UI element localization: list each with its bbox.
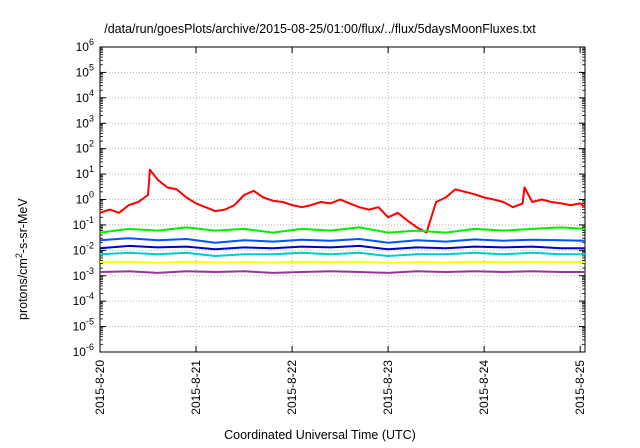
series-group xyxy=(99,168,586,274)
y-axis-label-exp: 2 xyxy=(14,253,24,259)
y-tick-label: 106 xyxy=(76,37,94,54)
y-tick-label: 101 xyxy=(76,164,94,181)
x-tick-label: 2015-8-25 xyxy=(573,360,587,415)
series-line xyxy=(99,226,586,234)
x-tick-label: 2015-8-20 xyxy=(93,360,107,415)
y-tick-label: 10-2 xyxy=(73,240,94,257)
y-axis-label: protons/cm2-s-sr-MeV xyxy=(14,198,30,320)
y-axis: 106 105 104 103 102 101 100 10-1 10-2 10-3 10-4 10-… xyxy=(73,37,585,359)
series-line xyxy=(99,251,585,257)
y-tick-label: 104 xyxy=(76,88,94,105)
y-tick-label: 100 xyxy=(76,190,94,207)
x-axis-label: Coordinated Universal Time (UTC) xyxy=(224,428,416,442)
x-tick-label: 2015-8-21 xyxy=(189,360,203,415)
x-tick-label: 2015-8-23 xyxy=(381,360,395,415)
x-tick-label: 2015-8-24 xyxy=(477,360,491,415)
y-tick-label: 103 xyxy=(76,113,94,130)
series-line xyxy=(99,237,586,244)
chart-title: /data/run/goesPlots/archive/2015-08-25/0… xyxy=(104,22,536,36)
y-axis-label-main: protons/cm xyxy=(16,258,31,320)
series-line xyxy=(99,244,585,251)
series-line xyxy=(99,168,586,234)
y-tick-label: 10-4 xyxy=(73,291,94,308)
y-tick-label: 102 xyxy=(76,139,94,156)
y-tick-label: 10-6 xyxy=(73,342,94,359)
x-axis: 2015-8-20 2015-8-21 2015-8-22 2015-8-23 2015… xyxy=(93,47,587,415)
y-tick-label: 105 xyxy=(76,62,94,79)
y-tick-label: 10-3 xyxy=(73,266,94,283)
x-tick-label: 2015-8-22 xyxy=(285,360,299,415)
y-tick-label: 10-1 xyxy=(73,215,94,232)
series-line xyxy=(100,260,585,264)
y-tick-label: 10-5 xyxy=(73,317,94,334)
series-line xyxy=(99,270,585,274)
y-axis-label-rest: -s-sr-MeV xyxy=(16,198,31,254)
